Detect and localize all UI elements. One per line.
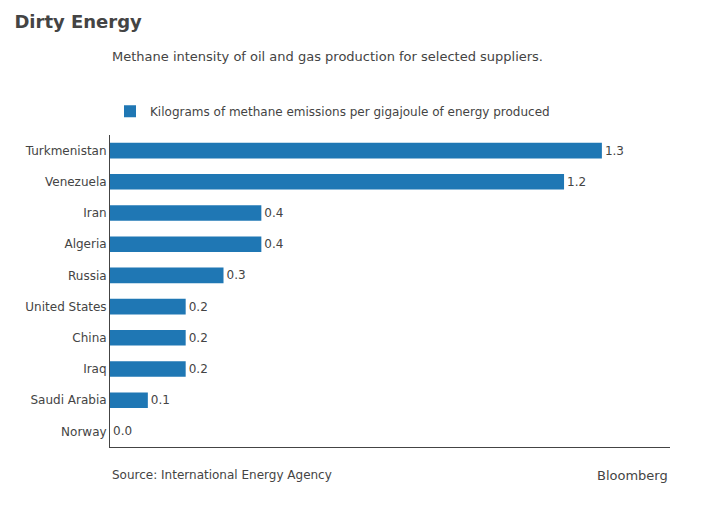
svg-text:Iraq: Iraq <box>83 362 106 376</box>
svg-text:0.0: 0.0 <box>113 424 132 438</box>
svg-text:China: China <box>72 331 106 345</box>
svg-text:0.2: 0.2 <box>189 362 208 376</box>
svg-text:Methane intensity of oil and g: Methane intensity of oil and gas product… <box>112 49 543 64</box>
svg-text:0.4: 0.4 <box>264 206 283 220</box>
svg-text:Russia: Russia <box>68 269 107 283</box>
svg-text:1.3: 1.3 <box>605 144 624 158</box>
svg-text:0.2: 0.2 <box>189 300 208 314</box>
svg-text:0.1: 0.1 <box>151 393 170 407</box>
svg-text:0.4: 0.4 <box>264 237 283 251</box>
svg-text:Kilograms of methane emissions: Kilograms of methane emissions per gigaj… <box>150 105 550 119</box>
svg-text:Turkmenistan: Turkmenistan <box>25 144 107 158</box>
svg-text:1.2: 1.2 <box>567 175 586 189</box>
svg-text:Source: International Energy A: Source: International Energy Agency <box>112 468 332 482</box>
svg-text:Venezuela: Venezuela <box>45 175 107 189</box>
svg-text:Iran: Iran <box>83 206 106 220</box>
svg-text:United States: United States <box>25 300 106 314</box>
svg-text:Algeria: Algeria <box>64 237 106 251</box>
svg-text:0.2: 0.2 <box>189 331 208 345</box>
svg-text:Dirty Energy: Dirty Energy <box>14 11 142 32</box>
svg-text:Norway: Norway <box>61 425 107 439</box>
svg-text:0.3: 0.3 <box>227 268 246 282</box>
svg-text:Saudi Arabia: Saudi Arabia <box>30 393 106 407</box>
svg-text:Bloomberg: Bloomberg <box>597 468 668 483</box>
